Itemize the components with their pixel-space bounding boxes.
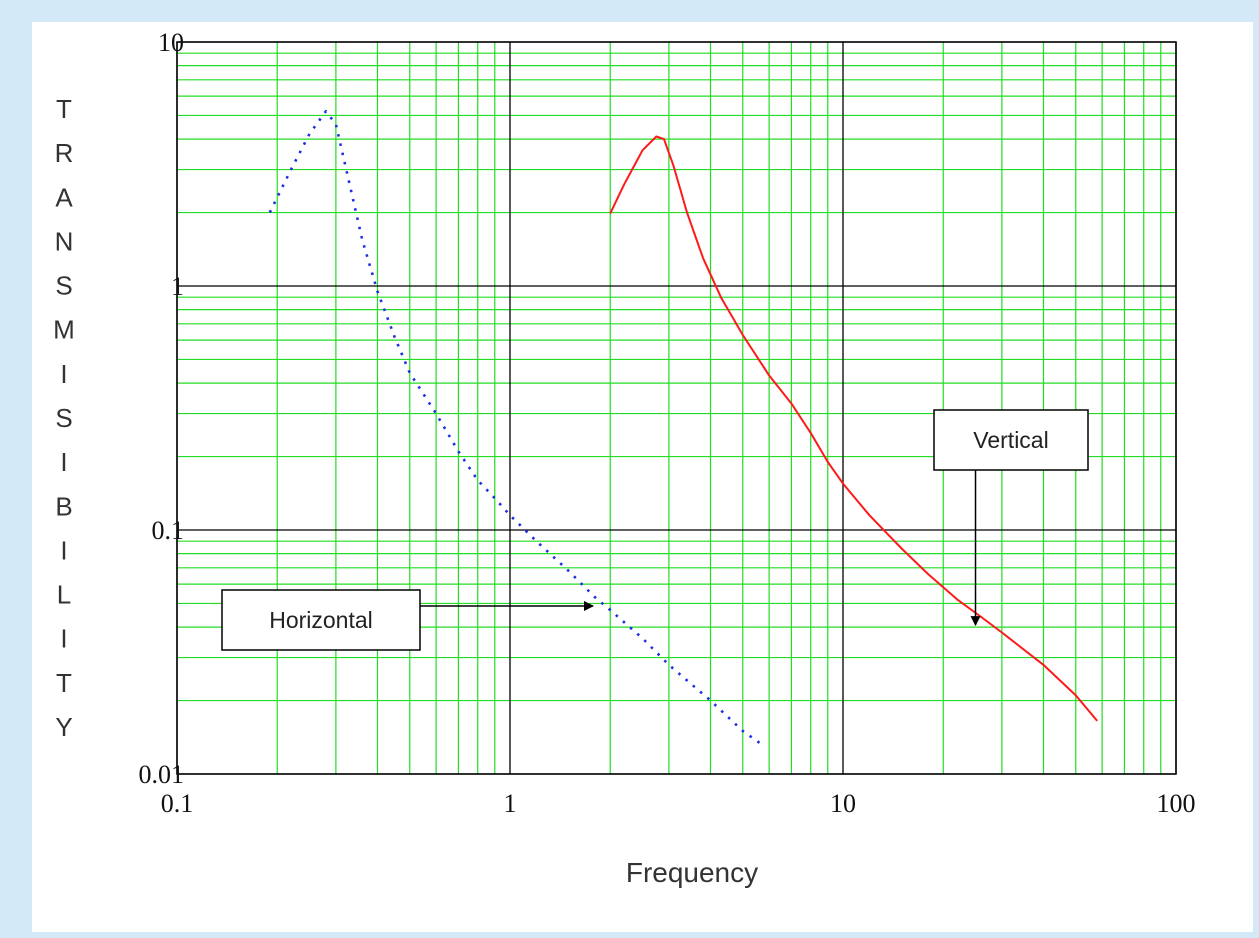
y-axis-title-letter: B xyxy=(55,491,72,521)
y-axis-title-letter: N xyxy=(55,226,74,256)
y-axis-title-letter: L xyxy=(57,580,71,610)
y-axis-title-letter: I xyxy=(60,447,67,477)
y-axis-title-letter: T xyxy=(56,668,72,698)
vertical-callout-box xyxy=(933,409,1089,471)
y-axis-title-letter: A xyxy=(55,182,73,212)
x-tick-label: 1 xyxy=(504,789,517,818)
series-layer xyxy=(268,110,1098,748)
y-axis-title-letter: Y xyxy=(55,712,72,742)
vertical-callout: Vertical xyxy=(933,409,1089,627)
y-tick-label: 0.1 xyxy=(152,516,185,545)
y-axis-title-letter: S xyxy=(55,271,72,301)
horizontal-callout-label: Horizontal xyxy=(269,607,373,633)
y-axis-title-letter: M xyxy=(53,315,75,345)
vertical-callout-label: Vertical xyxy=(973,427,1048,453)
horizontal-callout-box xyxy=(221,589,421,651)
y-tick-label: 0.01 xyxy=(139,760,185,789)
y-axis-title-letter: T xyxy=(56,94,72,124)
y-axis-title-letter: I xyxy=(60,624,67,654)
horizontal-callout: Horizontal xyxy=(221,589,595,651)
plot-area-background xyxy=(177,42,1176,774)
y-tick-labels: 10 1 0.1 0.01 xyxy=(139,28,185,789)
series-line-vertical xyxy=(609,135,1098,722)
minor-grid xyxy=(177,42,1176,774)
x-tick-label: 0.1 xyxy=(161,789,194,818)
y-axis-title-letter: R xyxy=(55,138,74,168)
y-axis-title-letter: S xyxy=(55,403,72,433)
y-tick-label: 10 xyxy=(158,28,184,57)
x-tick-label: 100 xyxy=(1157,789,1196,818)
x-axis-title: Frequency xyxy=(626,857,758,888)
y-axis-title-letter: I xyxy=(60,535,67,565)
plot-area-border xyxy=(176,41,1177,775)
y-tick-label: 1 xyxy=(171,272,184,301)
x-tick-label: 10 xyxy=(830,789,856,818)
y-axis-title-letter: I xyxy=(60,359,67,389)
x-tick-labels: 0.1 1 10 100 xyxy=(161,789,1196,818)
